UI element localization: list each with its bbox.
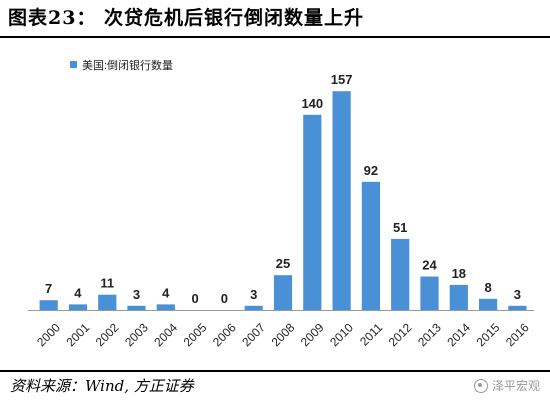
bar-2004 — [156, 304, 175, 310]
value-label-2003: 3 — [133, 287, 140, 302]
tick-label-2002: 2002 — [93, 320, 122, 349]
watermark: 泽平宏观 — [473, 374, 540, 398]
tick-label-2006: 2006 — [210, 320, 239, 349]
value-label-2012: 51 — [393, 220, 407, 235]
tick-label-2001: 2001 — [63, 320, 92, 349]
bar-2015 — [479, 298, 498, 310]
value-label-2013: 24 — [422, 258, 437, 273]
source-note: 资料来源：Wind, 方正证券 — [10, 377, 194, 395]
watermark-text: 泽平宏观 — [491, 379, 540, 393]
tick-label-2009: 2009 — [298, 320, 327, 349]
value-label-2009: 140 — [301, 96, 323, 111]
tick-label-2000: 2000 — [34, 320, 63, 349]
tick-label-2007: 2007 — [239, 320, 268, 349]
x-tick-labels: 2000 2001 2002 2003 2004 2005 2006 2007 2008 2009… — [34, 320, 532, 349]
tick-label-2014: 2014 — [444, 320, 473, 349]
tick-label-2010: 2010 — [327, 320, 356, 349]
value-label-2001: 4 — [74, 285, 82, 300]
bar-2010 — [332, 91, 351, 310]
bar-2000 — [39, 300, 58, 310]
tick-label-2003: 2003 — [122, 320, 151, 349]
title-divider — [0, 36, 550, 38]
page-title: 图表23： 次贷危机后银行倒闭数量上升 — [8, 7, 365, 29]
value-label-2014: 18 — [452, 266, 466, 281]
value-label-2016: 3 — [514, 287, 521, 302]
wechat-icon — [473, 379, 488, 393]
value-label-2010: 157 — [331, 72, 353, 87]
bar-2012 — [391, 238, 410, 310]
value-label-2015: 8 — [484, 280, 491, 295]
value-label-2007: 3 — [250, 287, 257, 302]
value-label-2004: 4 — [162, 285, 170, 300]
bar-2007 — [244, 305, 263, 310]
bars — [39, 91, 527, 310]
value-labels: 7 4 11 3 4 0 0 3 25 140 157 92 51 24 18 8 3 — [45, 72, 521, 306]
value-label-2011: 92 — [364, 163, 378, 178]
tick-label-2015: 2015 — [474, 320, 503, 349]
tick-label-2013: 2013 — [415, 320, 444, 349]
value-label-2006: 0 — [221, 291, 228, 306]
tick-label-2016: 2016 — [503, 320, 532, 349]
bar-2008 — [273, 275, 293, 310]
bar-2001 — [68, 304, 88, 310]
tick-label-2004: 2004 — [151, 320, 180, 349]
bar-chart: 美国:倒闭银行数量 7 4 11 3 4 0 0 3 25 140 157 92 51 24 18 8 3 20… — [28, 58, 534, 349]
bar-2016 — [508, 305, 527, 310]
bar-2013 — [420, 276, 439, 310]
bar-2003 — [127, 305, 146, 310]
value-label-2002: 11 — [100, 276, 114, 291]
tick-label-2011: 2011 — [357, 320, 385, 348]
bar-2002 — [98, 294, 117, 310]
legend-label: 美国:倒闭银行数量 — [82, 58, 173, 72]
bar-2014 — [449, 284, 468, 310]
tick-label-2012: 2012 — [386, 320, 415, 349]
bar-2009 — [303, 114, 322, 310]
legend-swatch — [70, 61, 77, 68]
value-label-2000: 7 — [45, 281, 52, 296]
value-label-2008: 25 — [276, 256, 290, 271]
tick-label-2005: 2005 — [181, 320, 210, 349]
legend: 美国:倒闭银行数量 — [70, 58, 173, 72]
value-label-2005: 0 — [191, 291, 198, 306]
footer-divider — [0, 370, 550, 372]
tick-label-2008: 2008 — [269, 320, 298, 349]
bar-2011 — [361, 181, 380, 310]
